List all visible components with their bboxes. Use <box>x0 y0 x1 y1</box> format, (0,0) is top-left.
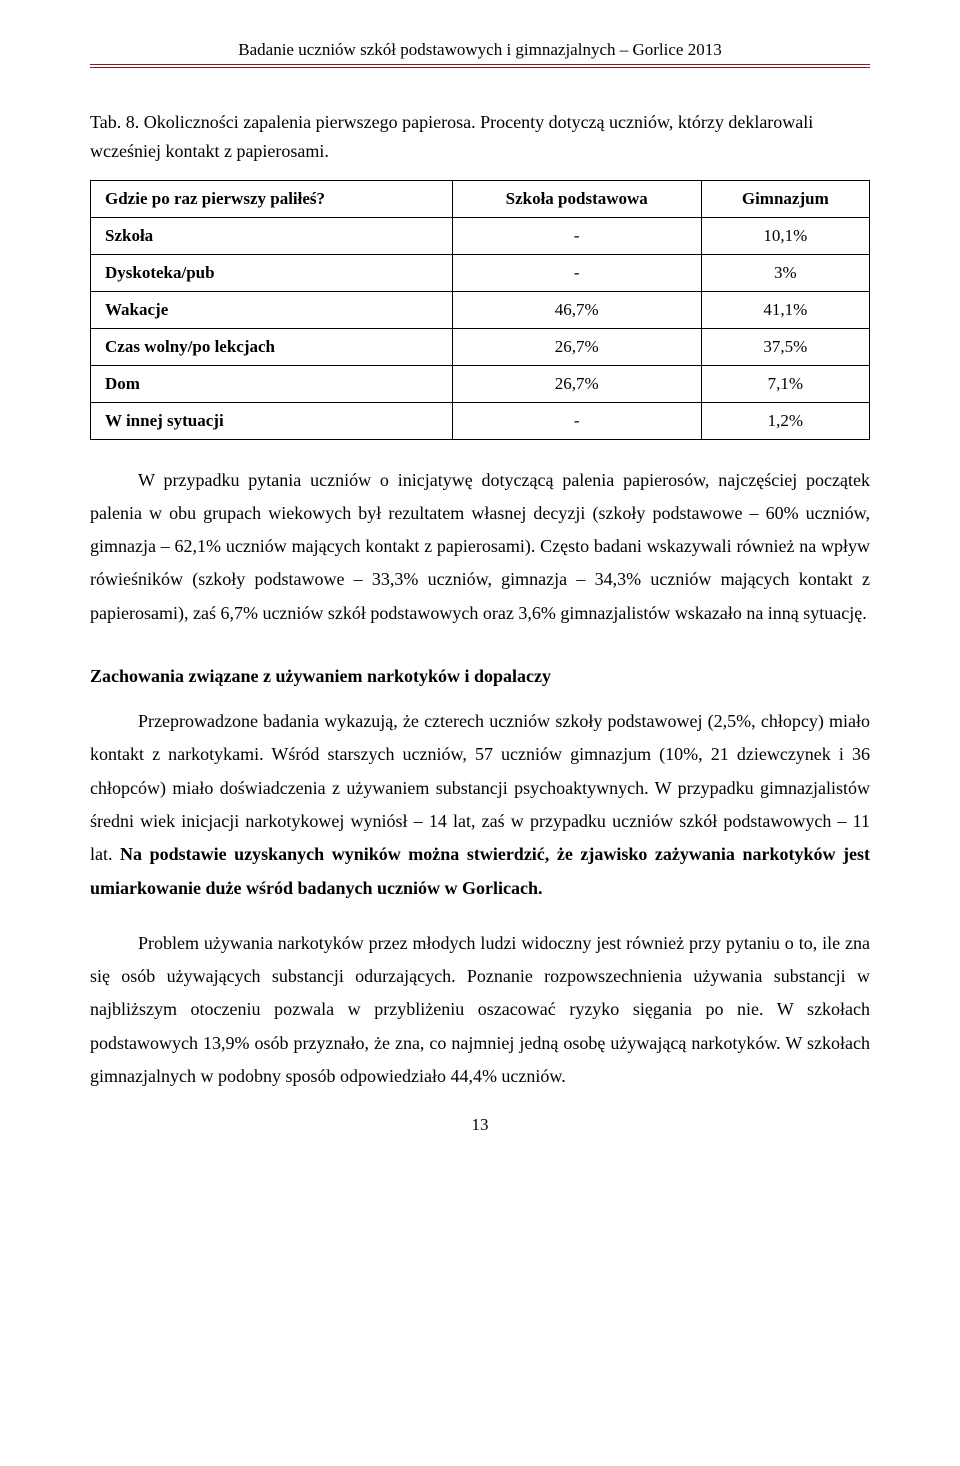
row-value-2: 41,1% <box>701 291 869 328</box>
row-value-2: 7,1% <box>701 365 869 402</box>
row-label: Dyskoteka/pub <box>91 254 453 291</box>
table-col-1: Szkoła podstawowa <box>452 180 701 217</box>
table-header-row: Gdzie po raz pierwszy paliłeś? Szkoła po… <box>91 180 870 217</box>
section2-paragraph-2: Problem używania narkotyków przez młodyc… <box>90 927 870 1093</box>
table-row: Dyskoteka/pub-3% <box>91 254 870 291</box>
table-question-cell: Gdzie po raz pierwszy paliłeś? <box>91 180 453 217</box>
table-row: Dom26,7%7,1% <box>91 365 870 402</box>
table-caption: Tab. 8. Okoliczności zapalenia pierwszeg… <box>90 108 870 166</box>
row-label: Szkoła <box>91 217 453 254</box>
row-value-1: 26,7% <box>452 365 701 402</box>
section-title: Zachowania związane z używaniem narkotyk… <box>90 666 870 687</box>
row-value-2: 37,5% <box>701 328 869 365</box>
page-number: 13 <box>90 1115 870 1135</box>
table-8: Gdzie po raz pierwszy paliłeś? Szkoła po… <box>90 180 870 440</box>
table-row: Czas wolny/po lekcjach26,7%37,5% <box>91 328 870 365</box>
section2-p1-bold: Na podstawie uzyskanych wyników można st… <box>90 844 870 897</box>
table-row: Szkoła-10,1% <box>91 217 870 254</box>
section2-p1-plain: Przeprowadzone badania wykazują, że czte… <box>90 711 870 864</box>
row-value-2: 1,2% <box>701 402 869 439</box>
page-header: Badanie uczniów szkół podstawowych i gim… <box>90 40 870 64</box>
table-row: Wakacje46,7%41,1% <box>91 291 870 328</box>
row-label: Dom <box>91 365 453 402</box>
row-value-1: - <box>452 217 701 254</box>
row-label: W innej sytuacji <box>91 402 453 439</box>
table-col-2: Gimnazjum <box>701 180 869 217</box>
row-value-1: - <box>452 254 701 291</box>
row-value-2: 10,1% <box>701 217 869 254</box>
row-value-1: 46,7% <box>452 291 701 328</box>
table-row: W innej sytuacji-1,2% <box>91 402 870 439</box>
paragraph-1: W przypadku pytania uczniów o inicjatywę… <box>90 464 870 630</box>
header-rule <box>90 64 870 68</box>
row-value-1: 26,7% <box>452 328 701 365</box>
row-label: Czas wolny/po lekcjach <box>91 328 453 365</box>
row-value-1: - <box>452 402 701 439</box>
section2-paragraph-1: Przeprowadzone badania wykazują, że czte… <box>90 705 870 905</box>
row-label: Wakacje <box>91 291 453 328</box>
header-title: Badanie uczniów szkół podstawowych i gim… <box>238 40 721 59</box>
row-value-2: 3% <box>701 254 869 291</box>
